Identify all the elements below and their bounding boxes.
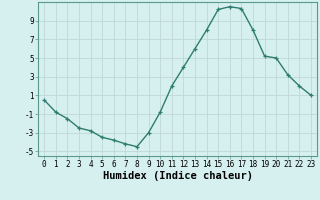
X-axis label: Humidex (Indice chaleur): Humidex (Indice chaleur) xyxy=(103,171,252,181)
